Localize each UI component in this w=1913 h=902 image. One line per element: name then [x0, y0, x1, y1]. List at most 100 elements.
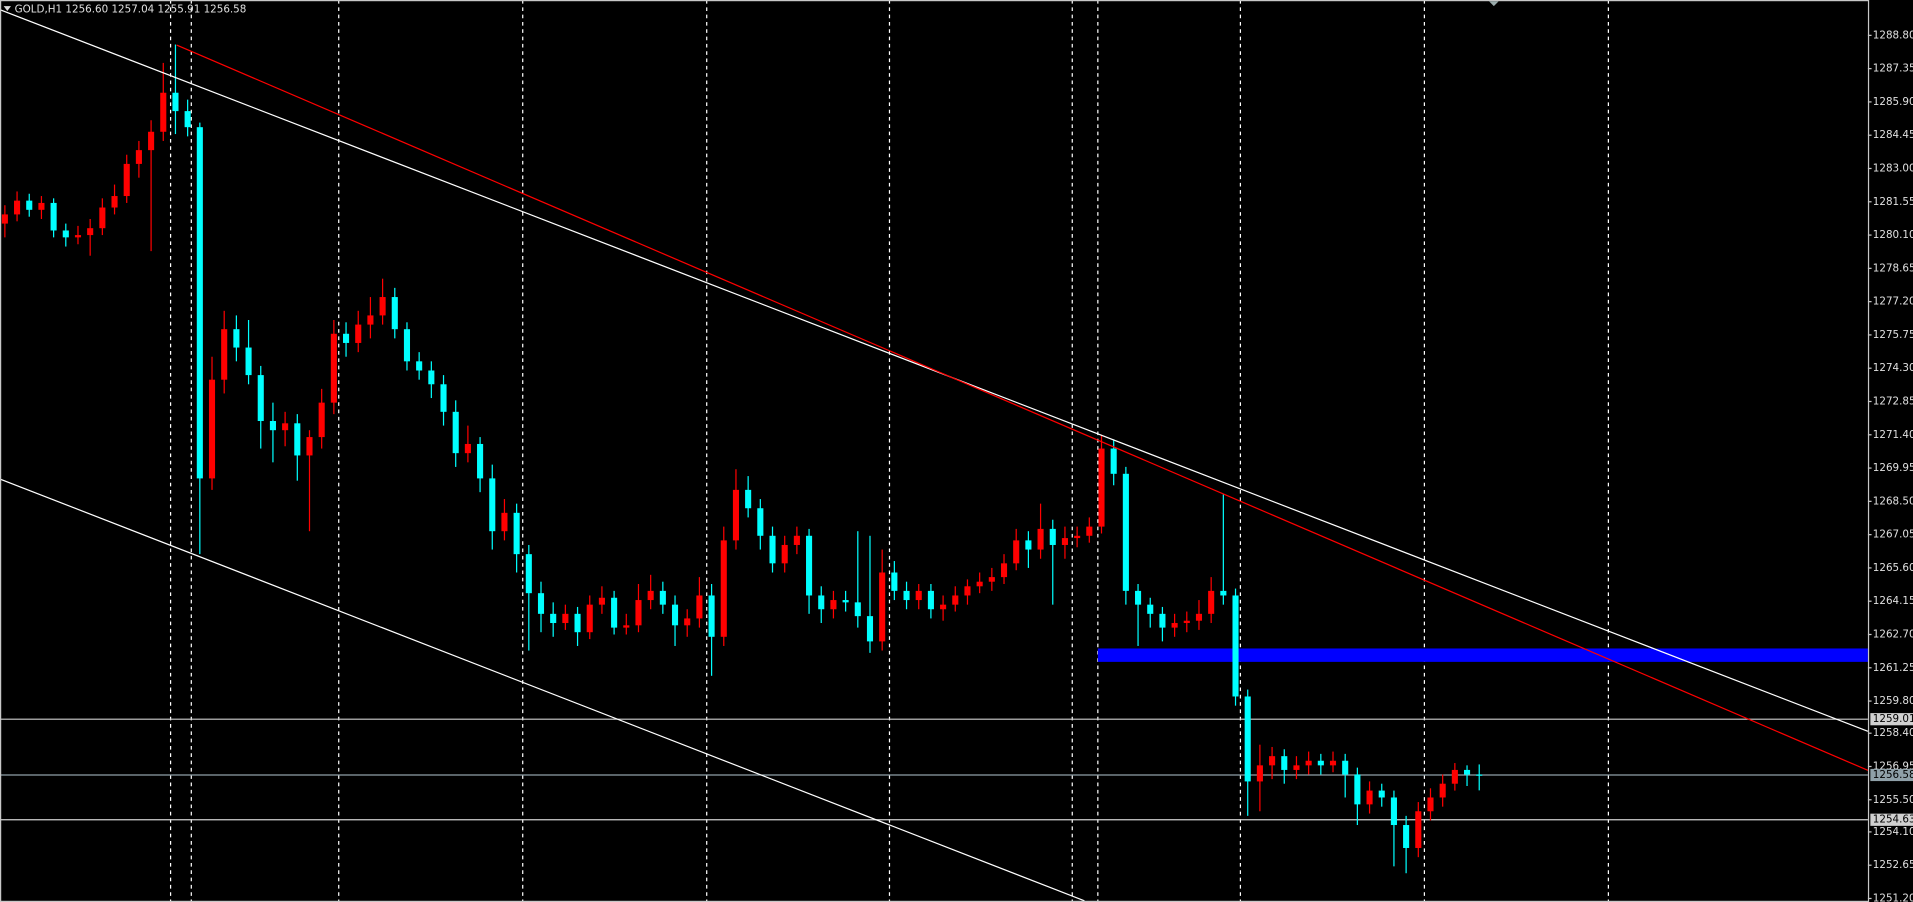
y-tick-label: 1281.55 — [1873, 196, 1913, 208]
candle-body — [269, 421, 276, 431]
candle-body — [416, 361, 423, 371]
candle-body — [148, 131, 155, 151]
candle-body — [793, 535, 800, 545]
zone-rectangle — [1097, 648, 1868, 662]
candle-body — [830, 600, 837, 610]
y-tick-label: 1284.45 — [1873, 129, 1913, 141]
candle-body — [866, 616, 874, 642]
candle-body — [62, 230, 69, 238]
candle-body — [1366, 790, 1373, 805]
candle-body — [1281, 756, 1288, 770]
y-tick-label: 1288.80 — [1873, 29, 1913, 41]
candle-body — [745, 489, 752, 509]
candle-body — [160, 92, 167, 132]
candle-body — [367, 315, 374, 325]
candle-body — [623, 625, 630, 628]
candle-body — [1451, 769, 1458, 784]
y-tick-label: 1254.10 — [1873, 826, 1913, 838]
candle-body — [1013, 540, 1020, 564]
candle-body — [537, 593, 545, 614]
y-tick-label: 1264.15 — [1873, 595, 1913, 607]
y-tick-label: 1259.80 — [1873, 695, 1913, 707]
candle-body — [1305, 760, 1312, 766]
y-tick-label: 1251.20 — [1873, 892, 1913, 902]
y-tick-label: 1285.90 — [1873, 96, 1913, 108]
candle-body — [330, 333, 337, 403]
candle-body — [1439, 783, 1446, 798]
candle-body — [1427, 797, 1434, 812]
price-label: 1256.58 — [1873, 769, 1913, 781]
candle-body — [111, 196, 118, 208]
price-axis: 1288.80 1287.35 1285.90 1284.45 1283.00 1281.… — [1867, 29, 1913, 902]
candle-body — [818, 595, 825, 610]
candle-body — [696, 595, 703, 619]
candle-body — [1256, 765, 1263, 782]
candle-body — [452, 411, 459, 454]
price-label-box — [1870, 713, 1913, 726]
candle-body — [1317, 760, 1324, 766]
candle-body — [598, 597, 605, 605]
y-tick-label: 1274.30 — [1873, 362, 1913, 374]
candle-body — [671, 604, 679, 626]
candle-body — [1, 214, 8, 224]
candle-body — [355, 324, 362, 343]
candle-body — [611, 597, 618, 628]
candle-body — [245, 347, 252, 376]
candle-body — [879, 572, 886, 642]
y-tick-label: 1258.40 — [1873, 727, 1913, 739]
shift-marker — [1488, 1, 1499, 7]
candle-body — [428, 370, 435, 385]
candle-body — [562, 613, 569, 624]
candle-body — [550, 613, 557, 624]
candle-body — [781, 544, 788, 564]
candle-body — [1342, 760, 1349, 775]
plot-border — [0, 0, 1870, 902]
y-tick-label: 1268.50 — [1873, 495, 1913, 507]
candle-body — [525, 554, 532, 594]
candle-body — [635, 600, 642, 626]
y-tick-label: 1265.60 — [1873, 562, 1913, 574]
candle-body — [26, 200, 33, 210]
candle-body — [1122, 473, 1129, 591]
candle-body — [1074, 535, 1081, 539]
y-tick-label: 1267.05 — [1873, 529, 1913, 541]
candle-body — [477, 443, 484, 479]
candle-body — [1378, 790, 1385, 798]
candles — [1, 44, 1483, 874]
candle-body — [1061, 538, 1068, 545]
y-tick-label: 1269.95 — [1873, 462, 1913, 474]
candle-body — [1098, 448, 1105, 527]
candle-body — [854, 602, 861, 617]
candle-body — [440, 384, 447, 412]
candle-body — [988, 577, 995, 582]
candle-body — [1135, 590, 1142, 605]
y-tick-label: 1272.85 — [1873, 395, 1913, 407]
candle-body — [1000, 563, 1008, 578]
y-tick-label: 1261.25 — [1873, 662, 1913, 674]
candle-body — [196, 127, 203, 479]
y-tick-label: 1278.65 — [1873, 262, 1913, 274]
candle-body — [574, 613, 581, 633]
menu-arrow — [3, 6, 11, 11]
candle-body — [891, 572, 898, 591]
candle-body — [1147, 604, 1154, 614]
candle-body — [940, 604, 947, 610]
candle-body — [659, 590, 666, 605]
candle-body — [903, 590, 910, 601]
candle-body — [379, 297, 386, 316]
candle-body — [1244, 696, 1251, 782]
candle-body — [1232, 595, 1239, 697]
candle-body — [964, 586, 971, 596]
candle-body — [1037, 528, 1044, 550]
candle-body — [586, 604, 593, 633]
candle-body — [976, 581, 983, 587]
candle-body — [647, 590, 654, 601]
candle-body — [1354, 774, 1361, 805]
candle-body — [1329, 760, 1337, 766]
trendline — [0, 478, 1085, 902]
y-tick-label: 1283.00 — [1873, 162, 1913, 174]
candle-body — [184, 111, 191, 128]
candle-body — [50, 202, 57, 231]
candle-body — [769, 535, 776, 564]
candle-body — [342, 333, 350, 343]
